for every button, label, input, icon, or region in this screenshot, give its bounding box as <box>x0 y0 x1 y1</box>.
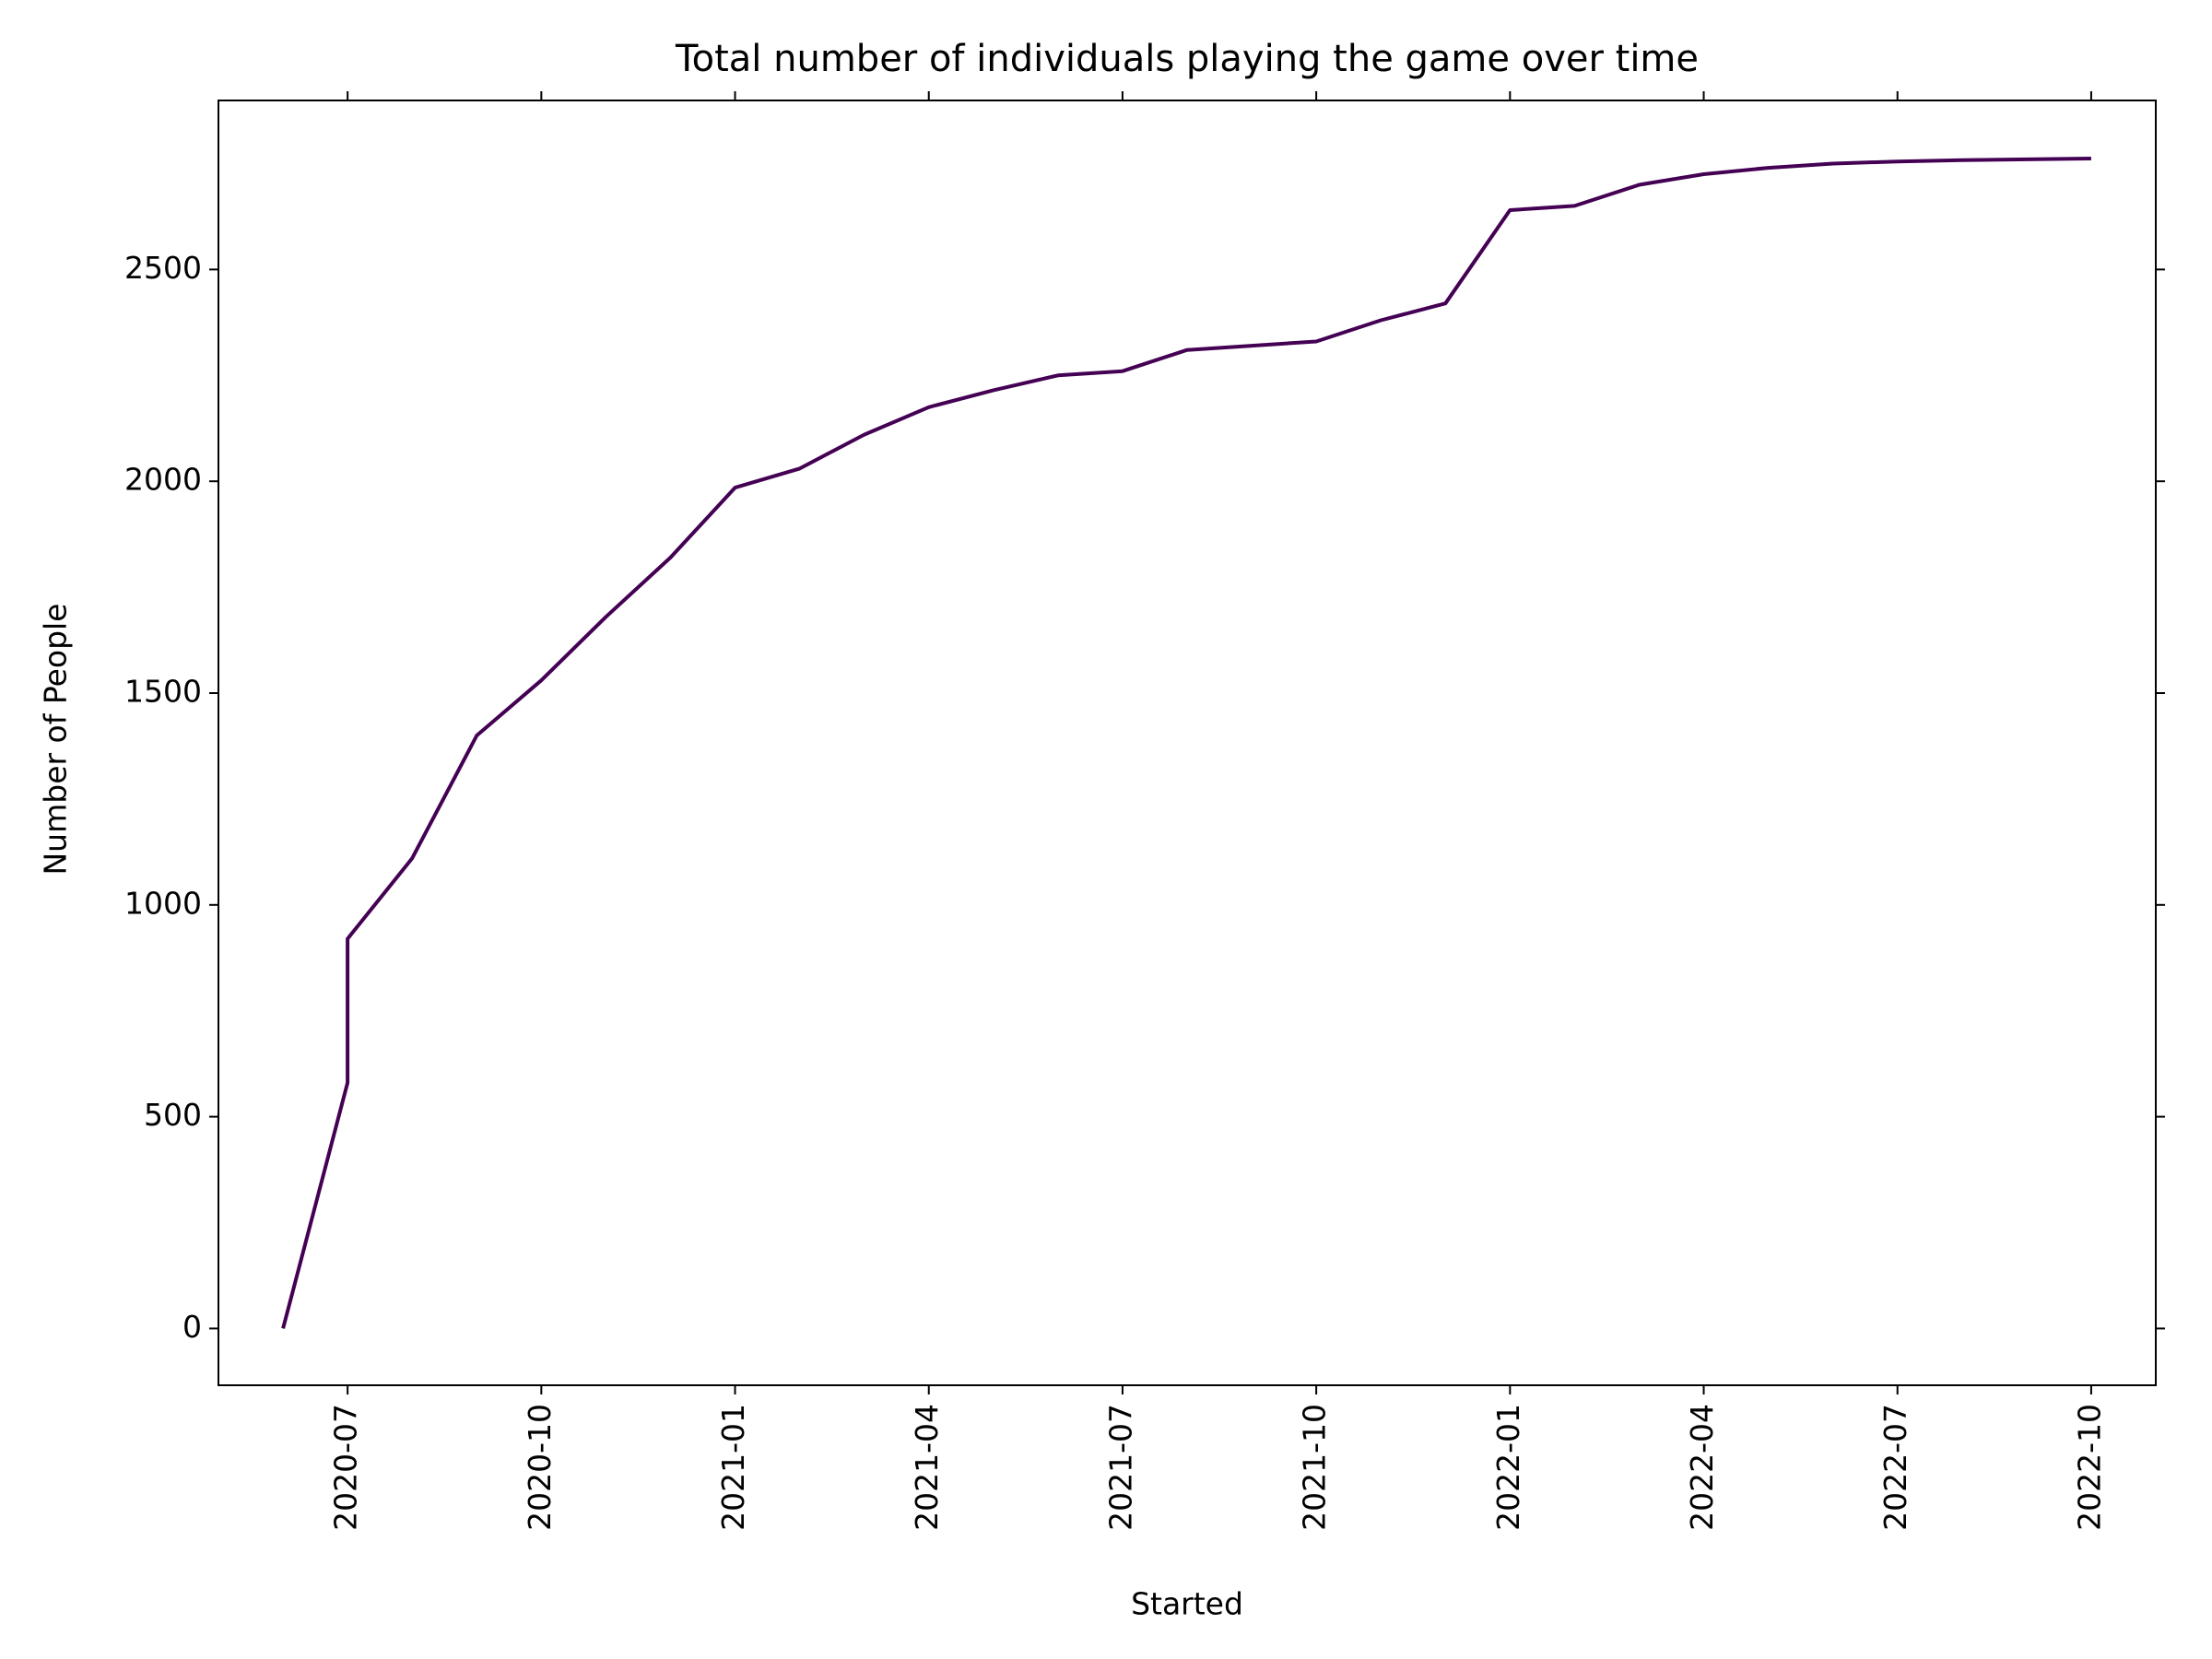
x-tick-label: 2020-10 <box>522 1404 558 1531</box>
y-tick-label: 500 <box>144 1097 202 1133</box>
x-tick-label: 2022-10 <box>2071 1404 2107 1531</box>
y-tick-label: 0 <box>182 1309 202 1345</box>
x-tick-label: 2021-10 <box>1297 1404 1333 1531</box>
y-tick-label: 2000 <box>124 462 202 498</box>
data-line <box>281 157 2091 1329</box>
y-tick-label: 1500 <box>124 673 202 709</box>
x-tick-label: 2022-07 <box>1877 1404 1913 1531</box>
x-tick-label: 2021-07 <box>1102 1404 1138 1531</box>
plot-frame <box>218 100 2157 1386</box>
chart-title: Total number of individuals playing the … <box>675 38 1699 80</box>
x-tick-label: 2022-04 <box>1684 1404 1720 1531</box>
x-tick-label: 2022-01 <box>1490 1404 1526 1531</box>
x-tick-label: 2021-01 <box>715 1404 751 1531</box>
y-tick-label: 1000 <box>124 885 202 921</box>
x-axis-label: Started <box>1131 1586 1243 1622</box>
x-tick-label: 2021-04 <box>909 1404 945 1531</box>
y-axis-label: Number of People <box>38 604 74 876</box>
y-tick-label: 2500 <box>124 250 202 286</box>
x-tick-label: 2020-07 <box>328 1404 364 1531</box>
